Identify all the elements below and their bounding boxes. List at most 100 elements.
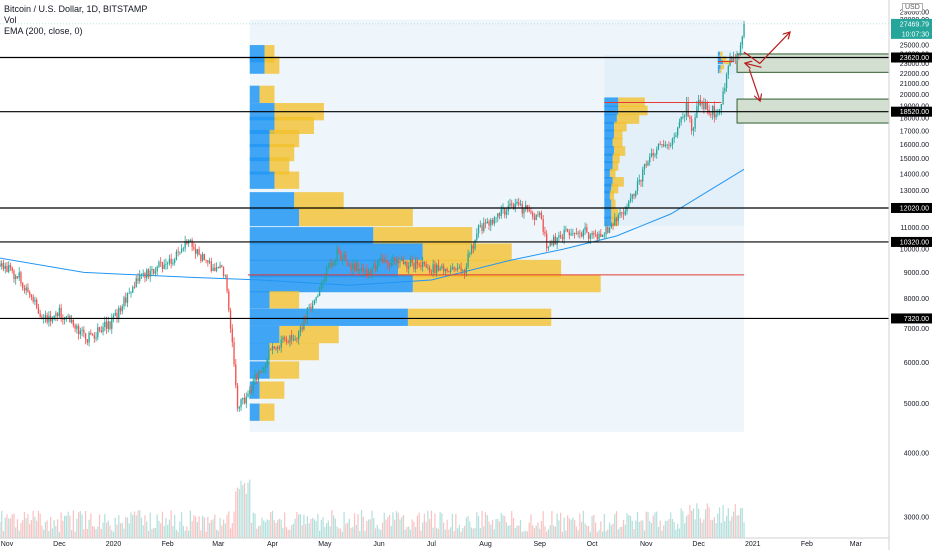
candle-body (198, 249, 200, 255)
candle-body (533, 216, 536, 220)
candle-body (500, 208, 502, 216)
candle-body (383, 259, 385, 263)
time-axis[interactable]: Nov Dec 2020 Feb Mar Apr May Jun Jul Aug Sep Oct Nov… (0, 537, 889, 548)
volume-bar (264, 521, 267, 538)
candle-body (310, 306, 312, 309)
volume-bar (698, 508, 700, 538)
projection-arrows (743, 33, 789, 101)
volume-bar (90, 513, 92, 538)
candle-body (570, 233, 572, 236)
candle-body (432, 264, 434, 273)
price-axis[interactable]: 29000.0028000.0027000.0026000.0025000.00… (888, 0, 932, 550)
ema-indicator-label[interactable]: EMA (200, close, 0) (4, 26, 83, 36)
volume-profile-row-down (612, 177, 624, 187)
volume-bar (360, 510, 363, 538)
candle-body (207, 260, 209, 263)
volume-bar (432, 527, 434, 538)
volume-bar (547, 529, 550, 538)
candle-body (552, 236, 555, 246)
volume-bar (539, 528, 541, 538)
candle-body (479, 225, 481, 227)
volume-bar (292, 523, 295, 538)
volume-bar (298, 514, 300, 538)
candle-body (301, 327, 303, 330)
volume-profile-row-up (604, 177, 613, 187)
candle-body (523, 208, 525, 214)
candle-body (67, 315, 69, 317)
volume-bar (383, 512, 385, 538)
volume-bar (22, 520, 24, 538)
volume-bar (275, 522, 277, 538)
candle-body (600, 233, 602, 237)
candle-body (621, 212, 623, 214)
volume-bar (455, 513, 457, 538)
volume-bar (399, 519, 401, 538)
volume-bar (409, 529, 412, 538)
candle-body (369, 271, 371, 275)
candle-body (191, 239, 193, 248)
level-price-tag (891, 106, 932, 117)
candle-body (317, 295, 319, 298)
volume-bar (135, 515, 137, 538)
candle-body (256, 374, 258, 380)
volume-bar (553, 525, 555, 538)
volume-bar (193, 515, 195, 538)
candle-body (271, 346, 274, 350)
candle-body (563, 229, 565, 240)
volume-bar (612, 523, 614, 538)
candle-body (4, 266, 6, 269)
volume-bar (128, 523, 130, 538)
volume-bar (273, 520, 275, 538)
volume-bar (704, 509, 707, 538)
candle-body (428, 267, 431, 273)
volume-bar (158, 520, 160, 538)
volume-bar (670, 512, 672, 538)
candle-body (13, 270, 15, 280)
symbol-title[interactable]: Bitcoin / U.S. Dollar, 1D, BITSTAMP (4, 4, 148, 14)
volume-profile-row-up (717, 56, 721, 61)
volume-bar (608, 522, 611, 538)
volume-bar (706, 503, 708, 538)
candle-body (77, 325, 80, 335)
candle-body (460, 267, 462, 271)
horizontal-levels (0, 23, 889, 320)
volume-bar (546, 531, 548, 538)
projection-arrow (746, 63, 762, 67)
candle-body (79, 330, 82, 335)
price-tick-label: 22000.00 (900, 71, 929, 78)
volume-bar (741, 507, 743, 538)
volume-indicator-label[interactable]: Vol (4, 15, 17, 25)
volume-bar (29, 523, 31, 538)
candle-body (525, 205, 527, 209)
candle-body (416, 260, 419, 264)
candle-body (140, 274, 143, 276)
volume-profile-row-up (604, 208, 612, 219)
candle-body (318, 287, 321, 296)
candle-body (685, 102, 688, 116)
level-price-tag (891, 52, 932, 63)
volume-bar (254, 513, 256, 538)
candle-body (558, 235, 560, 238)
volume-bar (357, 514, 359, 538)
candle-body (133, 287, 136, 288)
volume-bar (483, 526, 485, 538)
volume-profile-row-down (259, 381, 285, 399)
volume-bar (280, 519, 282, 538)
candle-body (472, 245, 474, 249)
volume-bar (15, 527, 17, 538)
volume-bar (177, 531, 179, 538)
candle-body (376, 265, 378, 271)
volume-bar (567, 515, 569, 538)
volume-bar (43, 529, 45, 538)
candle-body (514, 203, 516, 209)
volume-bar (678, 528, 681, 538)
candle-body (435, 264, 438, 273)
volume-profile-row-down (264, 56, 280, 74)
candle-body (215, 267, 218, 271)
volume-bar (188, 530, 190, 538)
volume-bar (257, 526, 260, 538)
volume-bar (528, 522, 530, 538)
currency-label[interactable]: USD (902, 3, 923, 12)
candle-body (666, 144, 668, 146)
